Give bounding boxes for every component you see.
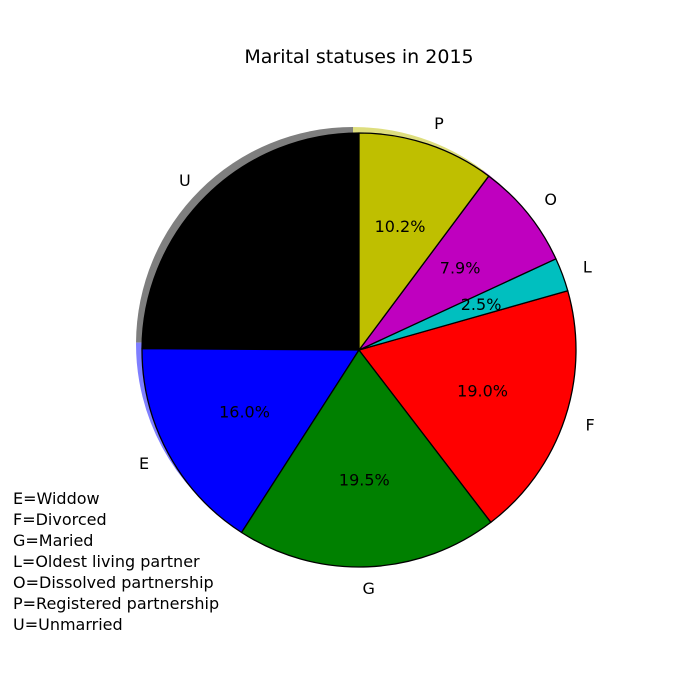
legend-note-line: P=Registered partnership <box>13 594 220 613</box>
pie-labels: U E 16.0% G 19.5% F 19.0% L 2.5% O 7.9% P 10.2% <box>139 114 595 598</box>
chart-title: Marital statuses in 2015 <box>244 46 473 68</box>
legend-note-line: O=Dissolved partnership <box>13 573 214 592</box>
legend-note-line: L=Oldest living partner <box>13 552 200 571</box>
pie-slice-p <box>358 132 490 351</box>
pie-slice-u <box>141 132 360 351</box>
slice-label-u: U <box>179 171 191 190</box>
legend-note-line: F=Divorced <box>13 510 107 529</box>
pct-label-l: 2.5% <box>461 295 502 314</box>
legend-note-line: G=Maried <box>13 531 94 550</box>
slice-label-g: G <box>363 579 375 598</box>
pct-label-o: 7.9% <box>440 258 481 277</box>
pie-slice-o <box>358 175 557 351</box>
slice-label-f: F <box>586 416 595 435</box>
slice-label-e: E <box>139 454 149 473</box>
slice-label-o: O <box>544 190 557 209</box>
legend-note-line: U=Unmarried <box>13 615 123 634</box>
slice-label-p: P <box>434 114 444 133</box>
legend-note: E=Widdow F=Divorced G=Maried L=Oldest livin… <box>13 488 219 635</box>
legend-note-line: E=Widdow <box>13 489 100 508</box>
slice-label-l: L <box>583 258 592 277</box>
pie-slice-g <box>240 349 492 568</box>
pie-slices <box>141 132 577 568</box>
pct-label-e: 16.0% <box>219 403 270 422</box>
pct-label-p: 10.2% <box>375 217 426 236</box>
pie-slice-e <box>141 347 360 534</box>
pct-label-g: 19.5% <box>339 471 390 490</box>
pie-slice-f <box>358 290 577 523</box>
pct-label-f: 19.0% <box>457 382 508 401</box>
